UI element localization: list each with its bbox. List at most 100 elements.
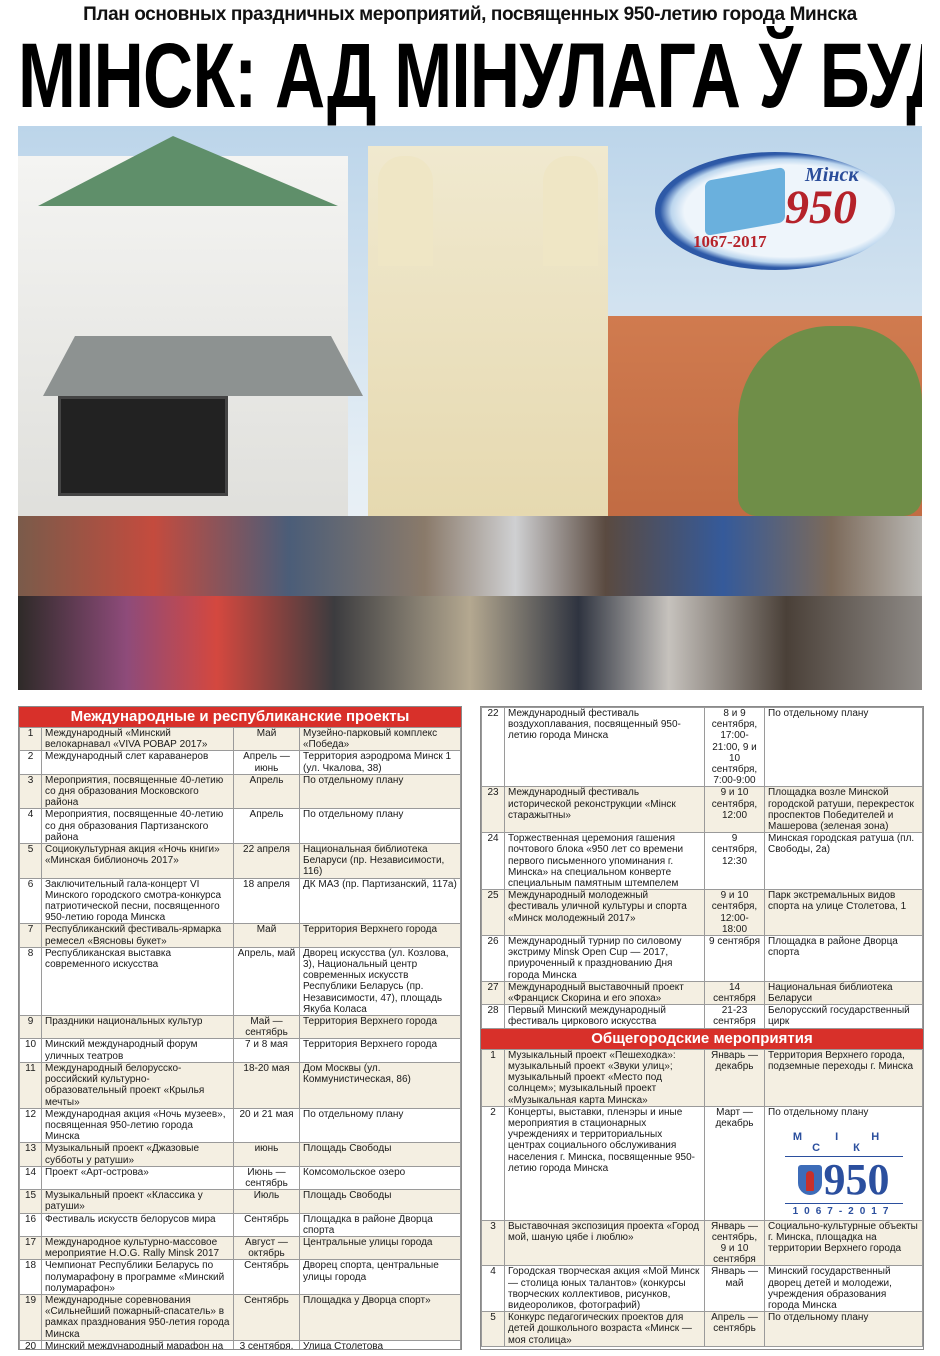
cell-name: Музыкальный проект «Классика у ратуши» — [41, 1189, 234, 1214]
cell-name: Международные соревнования «Сильнейший п… — [41, 1293, 234, 1341]
table-row: 3 Мероприятия, посвященные 40-летию со дн… — [19, 773, 461, 810]
cell-num: 28 — [481, 1004, 505, 1029]
cell-place: Дворец спорта, центральные улицы города — [299, 1259, 461, 1295]
cell-place: Музейно-парковый комплекс «Победа» — [299, 726, 461, 752]
cell-date: 3 сентября, 10:00 — [233, 1339, 300, 1349]
cell-num: 4 — [481, 1265, 505, 1313]
cell-num: 23 — [481, 786, 505, 834]
cell-date: Январь — декабрь — [704, 1048, 765, 1107]
table-row: 3 Выставочная экспозиция проекта «Город м… — [481, 1219, 923, 1267]
cell-name: Проект «Арт-острова» — [41, 1165, 234, 1191]
cell-place: Парк экстремальных видов спорта на улице… — [764, 889, 923, 937]
table-row: 5 Социокультурная акция «Ночь книги» «Мин… — [19, 843, 461, 879]
cell-name: Международный белорусско-российский куль… — [41, 1061, 234, 1109]
cell-name: Республиканская выставка современного ис… — [41, 946, 234, 1017]
cell-name: Международный фестиваль исторической рек… — [504, 786, 705, 834]
cell-date: 21-23 сентября — [704, 1004, 765, 1029]
cell-place: Территория Верхнего города — [299, 1038, 461, 1063]
cell-place: Центральные улицы города — [299, 1235, 461, 1261]
cell-num: 14 — [19, 1165, 42, 1191]
cell-num: 1 — [19, 726, 42, 752]
cell-name: Минский международный марафон на роликов… — [41, 1339, 234, 1349]
table-row: 11 Международный белорусско-российский ку… — [19, 1061, 461, 1109]
cell-num: 5 — [19, 843, 42, 879]
cell-name: Городская творческая акция «Мой Минск — … — [504, 1265, 705, 1313]
page-subtitle: План основных праздничных мероприятий, п… — [83, 4, 857, 25]
cell-name: Международный выставочный проект «Франци… — [504, 980, 705, 1006]
cell-place: Комсомольское озеро — [299, 1165, 461, 1191]
cell-date: Июнь — сентябрь — [233, 1165, 300, 1191]
cell-date: Сентябрь — [233, 1212, 300, 1237]
cell-name: Международный молодежный фестиваль уличн… — [504, 889, 705, 937]
cell-name: Музыкальный проект «Пешеходка»: музыкаль… — [504, 1048, 705, 1107]
cell-num: 5 — [481, 1311, 505, 1347]
cell-name: Заключительный гала-концерт VI Минского … — [41, 877, 234, 925]
cell-num: 20 — [19, 1339, 42, 1349]
table-row: 5 Конкурс педагогических проектов для дет… — [481, 1311, 923, 1347]
cell-num: 25 — [481, 889, 505, 937]
table-row: 15 Музыкальный проект «Классика у ратуши»… — [19, 1189, 461, 1214]
table-row: 18 Чемпионат Республики Беларусь по полум… — [19, 1259, 461, 1295]
table-row: 28 Первый Минский международный фестиваль… — [481, 1004, 923, 1029]
minsk-950-logo: Мінск 950 1067-2017 — [655, 152, 895, 270]
cell-place: Дворец искусства (ул. Козлова, 3), Нацио… — [299, 946, 461, 1017]
table-row: 4 Городская творческая акция «Мой Минск —… — [481, 1265, 923, 1313]
cell-date: Апрель — июнь — [233, 750, 300, 775]
table-row: 8 Республиканская выставка современного и… — [19, 946, 461, 1017]
cell-num: 3 — [481, 1219, 505, 1267]
cell-date: Январь — май — [704, 1265, 765, 1313]
cell-date: Май — сентябрь — [233, 1015, 300, 1040]
cell-num: 9 — [19, 1015, 42, 1040]
cell-num: 15 — [19, 1189, 42, 1214]
table-row: 12 Международная акция «Ночь музеев», пос… — [19, 1107, 461, 1144]
cell-date: 9 и 10 сентября, 12:00 — [704, 786, 765, 834]
cell-place: Площадка у Дворца спорт» — [299, 1293, 461, 1341]
emblem-number: 950 — [823, 1155, 890, 1205]
cell-date: Апрель — [233, 773, 300, 810]
cell-place: Социально-культурные объекты г. Минска, … — [764, 1219, 923, 1267]
cell-date: 7 и 8 мая — [233, 1038, 300, 1063]
cell-place: Площадка возле Минской городской ратуши,… — [764, 786, 923, 834]
cell-place: По отдельному плану — [299, 808, 461, 845]
table-row: 23 Международный фестиваль исторической р… — [481, 786, 923, 834]
cell-name: Международный «Минский велокарнавал «VIV… — [41, 726, 234, 752]
table-row: 10 Минский международный форум уличных те… — [19, 1038, 461, 1063]
table-row: 1 Международный «Минский велокарнавал «VI… — [19, 726, 461, 752]
cell-place: ДК МАЗ (пр. Партизанский, 117а) — [299, 877, 461, 925]
table-row: 2 Международный слет караванеров Апрель — … — [19, 750, 461, 775]
cell-num: 2 — [481, 1105, 505, 1221]
cell-num: 26 — [481, 935, 505, 982]
cell-num: 3 — [19, 773, 42, 810]
page-title: МІНСК: АД МІНУЛАГА Ў БУДУЧЫНЮ — [18, 26, 922, 126]
table-row: 26 Международный турнир по силовому экстр… — [481, 935, 923, 982]
cell-place: Площадь Свободы — [299, 1189, 461, 1214]
cell-place: По отдельному плану — [764, 707, 923, 788]
cell-num: 24 — [481, 832, 505, 891]
cell-name: Международное культурно-массовое меропри… — [41, 1235, 234, 1261]
cell-name: Международный фестиваль воздухоплавания,… — [504, 707, 705, 788]
cell-num: 19 — [19, 1293, 42, 1341]
cell-date: 14 сентября — [704, 980, 765, 1006]
cell-name: Праздники национальных культур — [41, 1015, 234, 1040]
table-row: 4 Мероприятия, посвященные 40-летию со дн… — [19, 808, 461, 845]
cell-num: 4 — [19, 808, 42, 845]
cell-date: 22 апреля — [233, 843, 300, 879]
cell-name: Международный турнир по силовому экстрим… — [504, 935, 705, 982]
cell-name: Социокультурная акция «Ночь книги» «Минс… — [41, 843, 234, 879]
cell-name: Конкурс педагогических проектов для дете… — [504, 1311, 705, 1347]
cell-place: По отдельному плану М І Н С К 950 1067-2017 — [764, 1105, 923, 1221]
section-header-international: Международные и республиканские проекты — [19, 707, 461, 727]
table-row: 22 Международный фестиваль воздухоплавани… — [481, 707, 923, 788]
cell-date: Январь — сентябрь, 9 и 10 сентября — [704, 1219, 765, 1267]
cell-num: 18 — [19, 1259, 42, 1295]
table-row: 2 Концерты, выставки, пленэры и иные меро… — [481, 1105, 923, 1221]
cell-place: Минский государственный дворец детей и м… — [764, 1265, 923, 1313]
cell-date: 8 и 9 сентября, 17:00-21:00, 9 и 10 сент… — [704, 707, 765, 788]
cell-place: Улица Столетова — [299, 1339, 461, 1349]
cell-date: 20 и 21 мая — [233, 1107, 300, 1144]
coat-of-arms-icon — [797, 1165, 822, 1196]
cell-date: Май — [233, 726, 300, 752]
cell-num: 13 — [19, 1142, 42, 1167]
cell-place: Дом Москвы (ул. Коммунистическая, 86) — [299, 1061, 461, 1109]
